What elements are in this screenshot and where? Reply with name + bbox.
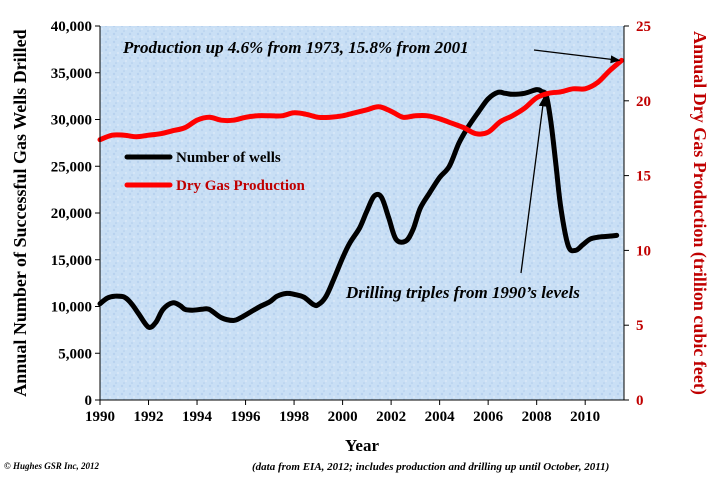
legend: Number of wells Dry Gas Production bbox=[124, 150, 306, 194]
x-tick-label: 1990 bbox=[85, 409, 115, 425]
x-tick-label: 2004 bbox=[425, 409, 456, 425]
annotation-production-arrow bbox=[533, 49, 621, 64]
y-right-tick-label: 10 bbox=[636, 243, 651, 259]
y-left-tick-labels: 0 5,000 10,000 15,000 20,000 25,000 30,000 35,0… bbox=[51, 19, 100, 409]
annotation-drilling: Drilling triples from 1990’s levels bbox=[345, 283, 580, 302]
y-left-tick-label: 15,000 bbox=[51, 253, 92, 269]
source-note: (data from EIA, 2012; includes productio… bbox=[252, 461, 610, 473]
plot-area bbox=[100, 26, 624, 400]
x-tick-labels: 1990 1992 1994 1996 1998 2000 2002 2004 2006 2008… bbox=[85, 400, 600, 425]
x-tick-label: 1992 bbox=[134, 409, 164, 425]
y-right-axis-label: Annual Dry Gas Production (trillion cubi… bbox=[689, 31, 710, 395]
y-right-tick-label: 5 bbox=[636, 318, 644, 334]
y-left-tick-label: 0 bbox=[85, 393, 93, 409]
y-right-tick-labels: 0 5 10 15 20 25 bbox=[624, 19, 651, 409]
x-tick-label: 2008 bbox=[522, 409, 552, 425]
legend-label-wells: Number of wells bbox=[176, 150, 281, 166]
y-right-tick-label: 25 bbox=[636, 19, 651, 35]
x-tick-label: 1996 bbox=[231, 409, 262, 425]
y-left-tick-label: 40,000 bbox=[51, 19, 92, 35]
series-line-dry-gas bbox=[97, 57, 625, 143]
y-right-tick-label: 0 bbox=[636, 393, 644, 409]
y-right-tick-label: 15 bbox=[636, 169, 651, 185]
y-left-tick-label: 35,000 bbox=[51, 66, 92, 82]
x-axis-label: Year bbox=[345, 436, 379, 455]
x-tick-label: 2002 bbox=[376, 409, 406, 425]
x-tick-label: 1998 bbox=[279, 409, 309, 425]
y-left-tick-label: 20,000 bbox=[51, 206, 92, 222]
y-left-tick-label: 30,000 bbox=[51, 113, 92, 129]
annotation-production: Production up 4.6% from 1973, 15.8% from… bbox=[122, 38, 469, 57]
copyright-note: © Hughes GSR Inc, 2012 bbox=[4, 461, 99, 471]
legend-label-gas: Dry Gas Production bbox=[176, 178, 306, 194]
y-left-tick-label: 5,000 bbox=[58, 346, 92, 362]
y-left-tick-label: 10,000 bbox=[51, 300, 92, 316]
y-left-tick-label: 25,000 bbox=[51, 159, 92, 175]
y-left-axis-label: Annual Number of Successful Gas Wells Dr… bbox=[10, 29, 30, 396]
x-tick-label: 2006 bbox=[473, 409, 504, 425]
annotation-drilling-arrow bbox=[520, 96, 547, 274]
x-tick-label: 2000 bbox=[328, 409, 358, 425]
x-tick-label: 2010 bbox=[570, 409, 600, 425]
x-tick-label: 1994 bbox=[182, 409, 213, 425]
y-right-tick-label: 20 bbox=[636, 94, 651, 110]
series-layer bbox=[97, 57, 625, 330]
